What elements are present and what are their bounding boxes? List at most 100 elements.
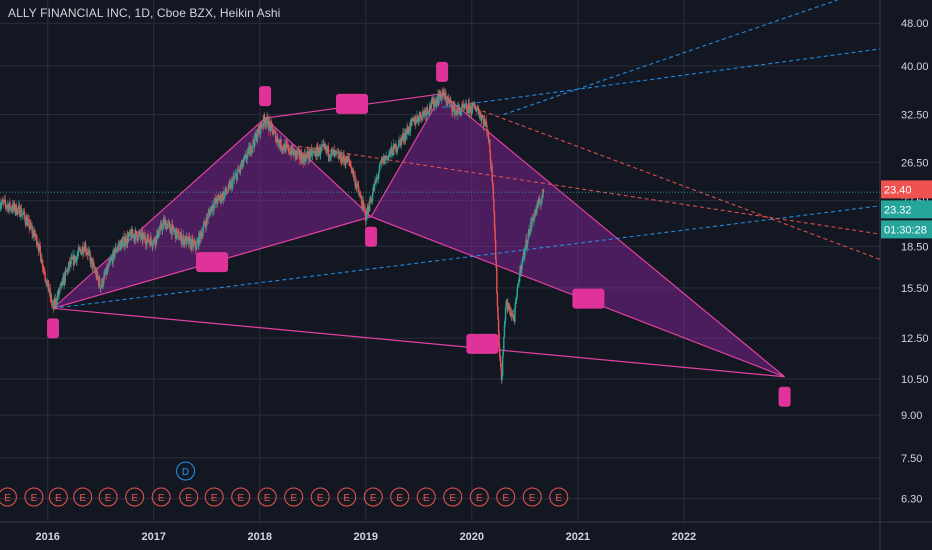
candle-body (247, 148, 249, 155)
candle-body (220, 194, 222, 202)
candle-body (423, 110, 426, 116)
candle-body (293, 149, 295, 156)
candle-body (297, 152, 299, 156)
candle-body (480, 117, 483, 121)
candle-body (365, 219, 367, 222)
candle-body (297, 150, 300, 153)
candle-body (440, 93, 443, 100)
candle-body (39, 245, 41, 253)
candle-body (212, 204, 214, 209)
candle-body (79, 249, 82, 251)
candle-body (125, 244, 128, 245)
candle-body (447, 99, 449, 104)
candle-body (354, 175, 356, 186)
candle-body (245, 159, 248, 160)
trend-line-5 (52, 216, 372, 309)
candle-body (213, 203, 215, 210)
candle-body (161, 223, 164, 231)
trend-line-2 (503, 0, 838, 116)
candle-body (192, 242, 195, 247)
earnings-marker-label: E (237, 493, 244, 504)
candle-body (316, 147, 318, 149)
candle-body (450, 100, 453, 104)
candle-body (234, 175, 236, 178)
candle-body (390, 146, 392, 154)
candle-body (109, 261, 111, 262)
earnings-marker (549, 487, 569, 507)
candle-body (497, 319, 500, 333)
candle-body (203, 221, 206, 225)
candle-body (208, 211, 211, 213)
candle-body (281, 149, 283, 150)
candle-body (531, 218, 533, 229)
price-label-text: 23.32 (884, 204, 912, 216)
earnings-marker (310, 487, 330, 507)
candle-body (171, 224, 173, 236)
candle-body (180, 233, 183, 244)
price-label-2: 01:30:28 (881, 220, 932, 239)
pattern-point-label-x (47, 318, 60, 339)
candle-body (45, 280, 47, 284)
y-tick-label: 18.50 (901, 241, 929, 253)
candle-body (285, 143, 288, 145)
candle-body (524, 247, 527, 249)
candle-body (396, 148, 399, 149)
candle-body (223, 192, 226, 199)
candle-body (110, 259, 112, 262)
candle-body (301, 155, 304, 164)
candle-body (44, 276, 47, 281)
candle-body (227, 183, 230, 192)
candle-body (243, 157, 245, 164)
candle-body (90, 257, 92, 264)
candle-body (251, 147, 253, 153)
candle-body (493, 199, 495, 212)
candle-body (13, 203, 16, 212)
candle-body (78, 247, 81, 249)
candle-body (181, 238, 184, 242)
candle-body (396, 148, 398, 151)
candle-body (299, 150, 301, 159)
candle-body (276, 137, 279, 143)
candle-body (143, 233, 145, 239)
candle-body (107, 263, 110, 269)
candle-body (350, 166, 353, 173)
candle-body (345, 162, 347, 165)
candle-body (241, 160, 244, 166)
candle-body (455, 110, 458, 113)
candle-body (146, 238, 148, 245)
candle-body (70, 258, 72, 265)
candle-body (452, 105, 454, 113)
candle-body (288, 152, 290, 154)
candle-body (134, 230, 136, 241)
x-tick-label: 2021 (566, 531, 590, 543)
candle-body (331, 149, 333, 151)
candle-body (50, 295, 53, 303)
candle-body (483, 118, 486, 125)
candle-body (78, 247, 80, 253)
candle-body (395, 143, 397, 152)
candle-body (527, 232, 530, 240)
candle-body (293, 149, 296, 151)
candle-body (503, 337, 505, 350)
candle-body (291, 145, 293, 153)
candle-body (343, 160, 346, 161)
candle-body (246, 154, 248, 160)
candle-body (2, 199, 4, 202)
candle-body (299, 158, 302, 160)
candle-body (274, 131, 276, 132)
candle-body (504, 307, 507, 321)
candle-body (464, 104, 467, 108)
candle-body (49, 288, 51, 297)
candle-body (17, 205, 20, 209)
trend-line-4 (291, 144, 881, 235)
candle-body (142, 235, 144, 241)
pattern-line-xd (52, 307, 785, 378)
candle-body (327, 146, 330, 157)
candle-body (541, 194, 544, 199)
trend-line-0 (52, 205, 881, 309)
candle-body (4, 199, 6, 204)
earnings-marker-label: E (555, 493, 562, 504)
candle-body (38, 243, 40, 252)
candle-body (76, 255, 78, 262)
